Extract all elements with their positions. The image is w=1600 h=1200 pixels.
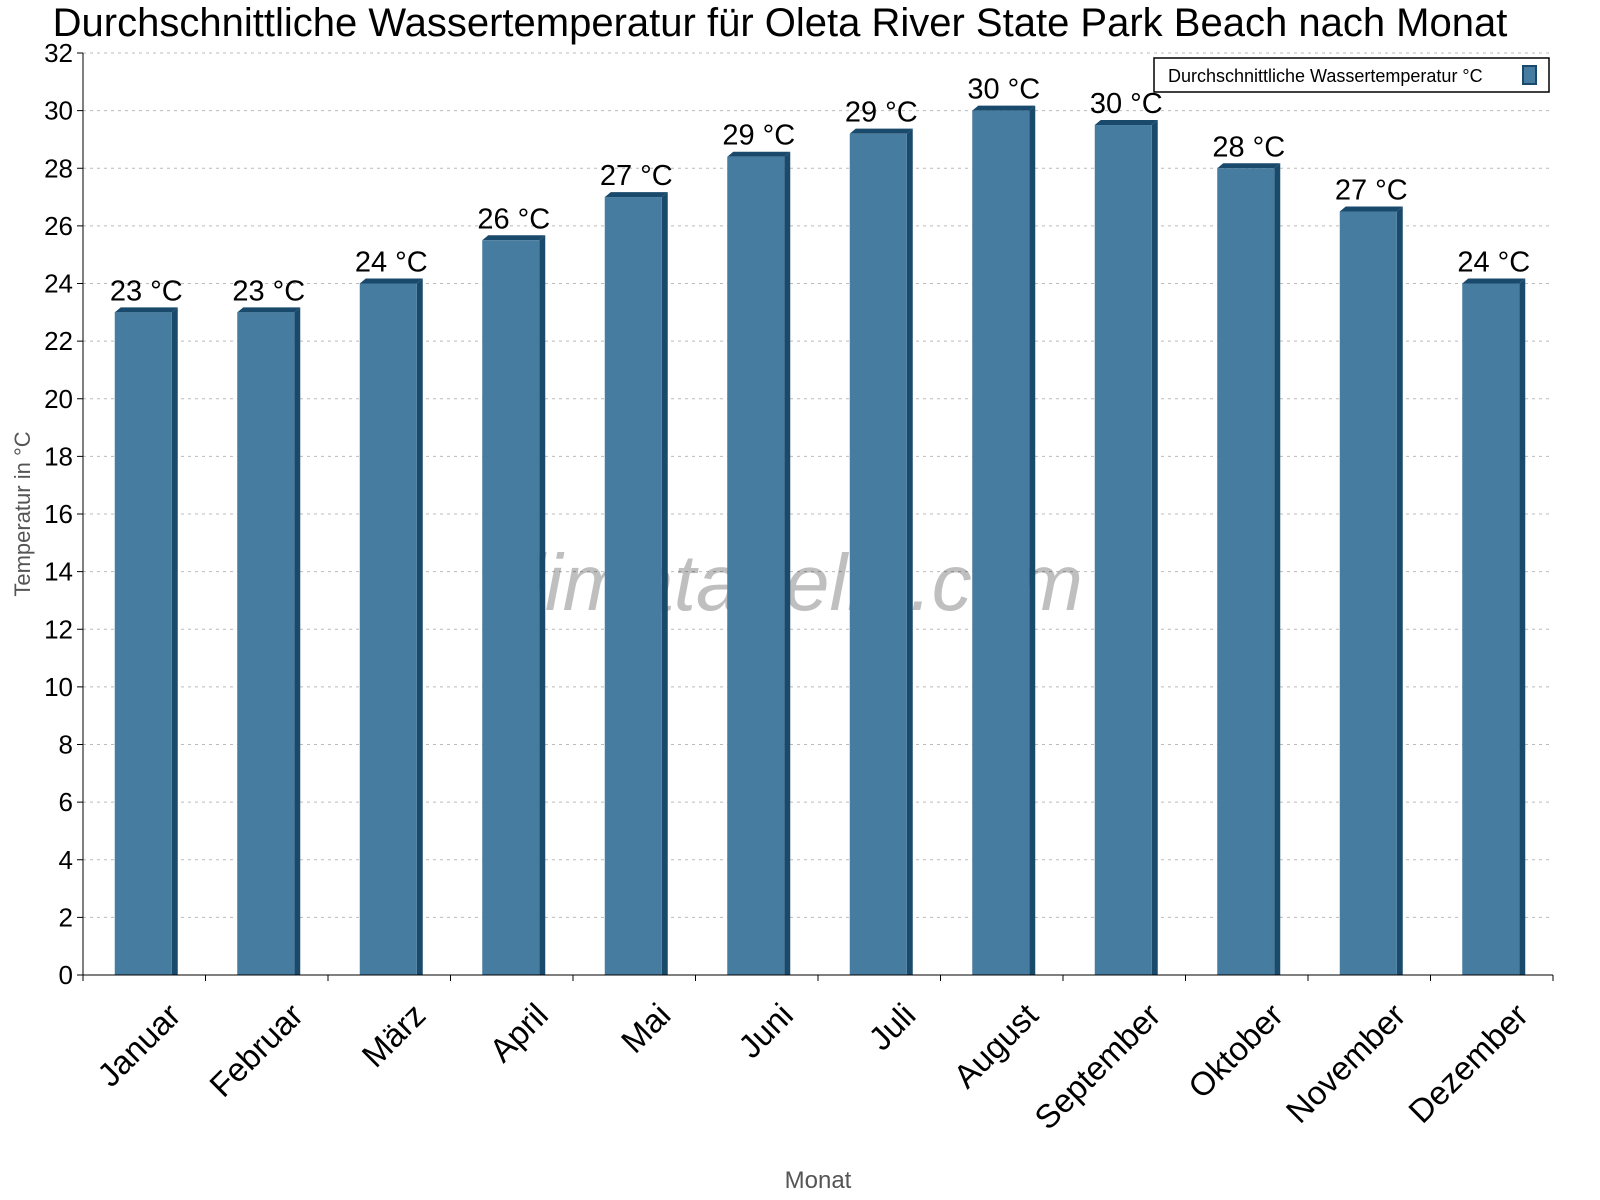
data-label: 28 °C: [1212, 131, 1285, 163]
data-label: 23 °C: [110, 275, 183, 307]
bar-group: 27 °C: [600, 160, 673, 975]
y-tick-label: 14: [44, 557, 73, 587]
data-label: 29 °C: [722, 120, 795, 152]
x-tick-label: September: [1027, 996, 1167, 1136]
bar-top: [1094, 120, 1158, 126]
bar-top: [727, 151, 791, 157]
bar-side: [661, 192, 668, 975]
chart-title: Durchschnittliche Wassertemperatur für O…: [53, 1, 1508, 45]
bar-group: 30 °C: [967, 74, 1040, 975]
bar-top: [1217, 163, 1281, 169]
data-label: 29 °C: [845, 97, 918, 129]
data-label: 24 °C: [355, 247, 428, 279]
bar-group: 26 °C: [477, 203, 550, 975]
bar-side: [171, 307, 178, 975]
bar: [1094, 125, 1152, 975]
bar: [604, 197, 662, 975]
y-tick-label: 6: [59, 787, 73, 817]
data-label: 30 °C: [1090, 88, 1163, 120]
bar-group: 29 °C: [722, 120, 795, 976]
bar: [727, 156, 785, 976]
y-tick-label: 24: [44, 269, 73, 299]
y-tick-label: 2: [59, 902, 73, 932]
bar: [972, 110, 1030, 975]
bar-side: [1274, 163, 1281, 975]
bar: [849, 133, 907, 976]
bar-group: 30 °C: [1090, 88, 1163, 975]
bar-group: 24 °C: [355, 247, 428, 975]
bar-group: 23 °C: [110, 275, 183, 975]
bar-side: [416, 278, 423, 975]
bars: 23 °C 23 °C 24 °C 26 °C 27 °C 29 °C 29 °C 30 °C…: [110, 74, 1530, 976]
bar-side: [784, 151, 791, 976]
bar-top: [972, 105, 1036, 111]
bar: [114, 312, 172, 975]
y-tick-label: 12: [44, 614, 73, 644]
bar-group: 27 °C: [1335, 174, 1408, 975]
y-tick-label: 20: [44, 384, 73, 414]
y-tick-label: 18: [44, 441, 73, 471]
bar-side: [1519, 278, 1526, 975]
bar: [1339, 211, 1397, 975]
bar-group: 23 °C: [232, 275, 305, 975]
bar-group: 29 °C: [845, 97, 918, 976]
data-label: 26 °C: [477, 203, 550, 235]
bar-top: [849, 128, 913, 134]
y-tick-label: 0: [59, 960, 73, 990]
x-axis-label: Monat: [785, 1167, 852, 1194]
legend-label: Durchschnittliche Wassertemperatur °C: [1168, 66, 1483, 86]
legend-swatch: [1522, 65, 1537, 85]
y-tick-label: 8: [59, 730, 73, 760]
bar: [482, 240, 540, 975]
y-tick-label: 4: [59, 845, 73, 875]
bar-top: [604, 192, 668, 198]
data-label: 23 °C: [232, 275, 305, 307]
x-tick-label: Dezember: [1401, 996, 1535, 1130]
bar-group: 28 °C: [1212, 131, 1285, 975]
x-tick-label: Juni: [731, 996, 800, 1065]
bar-top: [359, 278, 423, 284]
x-tick-label: August: [946, 996, 1045, 1095]
x-tick-label: März: [355, 996, 433, 1074]
data-label: 30 °C: [967, 74, 1040, 106]
bar-side: [539, 235, 546, 975]
bar: [1217, 168, 1275, 975]
bar: [359, 283, 417, 975]
bar-top: [114, 307, 178, 313]
bar-side: [1396, 206, 1403, 975]
grid-lines: [83, 52, 1553, 918]
data-label: 24 °C: [1457, 247, 1530, 279]
bar-top: [237, 307, 301, 313]
x-tick-label: Juli: [861, 996, 922, 1057]
bar-top: [482, 235, 546, 241]
legend[interactable]: Durchschnittliche Wassertemperatur °C: [1153, 57, 1550, 93]
x-tick-label: April: [482, 996, 555, 1069]
x-tick-label: Januar: [90, 996, 188, 1094]
bar-side: [1029, 105, 1036, 975]
bar-top: [1462, 278, 1526, 284]
legend-box: [1153, 57, 1550, 93]
y-axis-label: Temperatur in °C: [10, 431, 35, 596]
y-tick-label: 26: [44, 211, 73, 241]
x-tick-label: Mai: [614, 996, 678, 1060]
bar-top: [1339, 206, 1403, 212]
y-tick-label: 10: [44, 672, 73, 702]
y-tick-label: 28: [44, 153, 73, 183]
x-tick-label: Oktober: [1181, 996, 1290, 1105]
bar-side: [294, 307, 301, 975]
data-label: 27 °C: [600, 160, 673, 192]
x-tick-label: November: [1279, 996, 1413, 1130]
y-tick-label: 16: [44, 499, 73, 529]
bar-group: 24 °C: [1457, 247, 1530, 975]
data-label: 27 °C: [1335, 174, 1408, 206]
y-tick-label: 30: [44, 96, 73, 126]
x-tick-label: Februar: [202, 996, 310, 1104]
y-tick-label: 32: [44, 38, 73, 68]
y-tick-label: 22: [44, 326, 73, 356]
bar-side: [906, 128, 913, 976]
bar: [237, 312, 295, 975]
bar: [1462, 283, 1520, 975]
bar-side: [1151, 120, 1158, 975]
